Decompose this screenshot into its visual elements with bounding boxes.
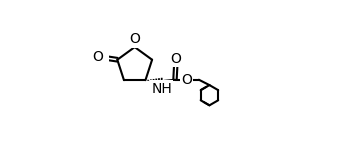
- Text: O: O: [92, 50, 103, 64]
- Text: O: O: [129, 32, 140, 46]
- Text: NH: NH: [151, 82, 172, 96]
- Text: O: O: [182, 73, 192, 87]
- Text: O: O: [170, 52, 181, 66]
